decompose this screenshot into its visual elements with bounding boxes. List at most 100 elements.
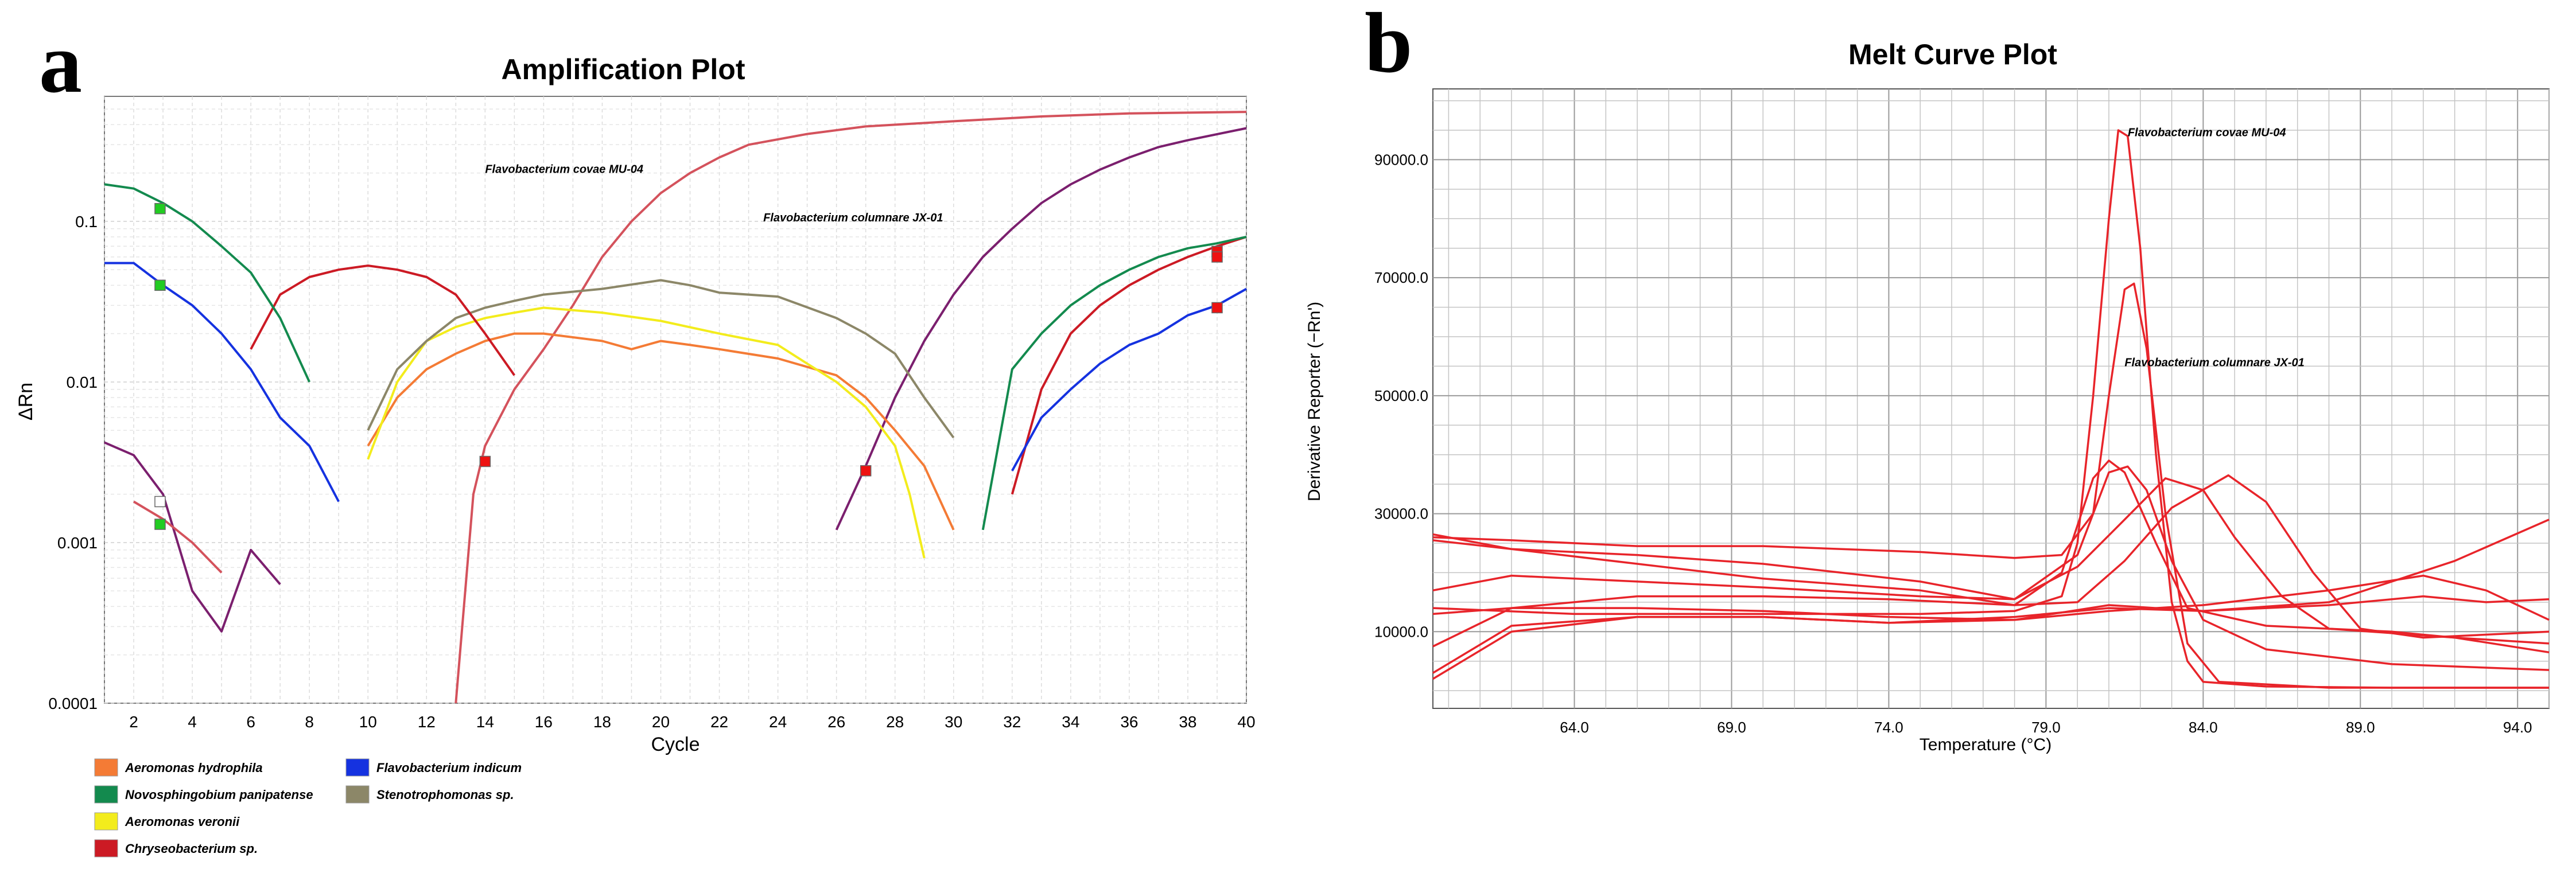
y-tick-label: 0.1 bbox=[75, 213, 98, 231]
y-tick-label: 0.001 bbox=[57, 534, 98, 552]
melt-curve-x-axis-label: Temperature (°C) bbox=[1920, 735, 2052, 754]
x-tick-label: 32 bbox=[1003, 713, 1021, 731]
melt-curve-panel: b Melt Curve Plot 64.0 69.0 74.0 79.0 84.0 89… bbox=[1305, 0, 2550, 754]
series-line-chryseobacterium-sp-late bbox=[1011, 236, 1247, 495]
amplification-plot-area bbox=[104, 96, 1247, 704]
amplification-plot-title: Amplification Plot bbox=[502, 53, 745, 85]
threshold-marker bbox=[154, 519, 166, 530]
amplification-series bbox=[104, 111, 1247, 704]
legend-label-chryseobacterium: Chryseobacterium sp. bbox=[125, 841, 258, 856]
melt-curve-plot-area bbox=[1432, 88, 2550, 709]
x-tick-label: 26 bbox=[827, 713, 845, 731]
y-tick-label: 50000.0 bbox=[1374, 387, 1428, 404]
panel-letter-b: b bbox=[1365, 0, 1412, 91]
x-tick-label: 2 bbox=[129, 713, 138, 731]
amplification-legend: Aeromonas hydrophila Novosphingobium pan… bbox=[94, 758, 522, 857]
series-line-aeromonas-veronii bbox=[367, 306, 926, 559]
threshold-marker bbox=[154, 496, 166, 508]
x-tick-label: 69.0 bbox=[1717, 719, 1746, 736]
x-tick-label: 20 bbox=[652, 713, 670, 731]
x-tick-label: 74.0 bbox=[1874, 719, 1903, 736]
melt-curve-trace-6 bbox=[1432, 474, 2550, 648]
amplification-grid bbox=[104, 96, 1247, 704]
y-tick-label: 0.0001 bbox=[48, 695, 98, 712]
legend-swatch-chryseobacterium bbox=[94, 839, 118, 857]
series-line-novosphingobium-panipatense-early bbox=[104, 183, 311, 383]
y-tick-label: 0.01 bbox=[67, 373, 98, 391]
y-tick-label: 90000.0 bbox=[1374, 151, 1428, 168]
legend-label-flavobacterium-indicum: Flavobacterium indicum bbox=[376, 761, 522, 775]
melt-curve-flavobacterium-covae-mu-04 bbox=[1432, 129, 2549, 689]
amplification-y-ticks: 0.0001 0.001 0.01 0.1 bbox=[48, 213, 98, 712]
series-line-novosphingobium-panipatense-late bbox=[981, 236, 1247, 531]
series-line-low-signal-trace-red bbox=[133, 500, 223, 574]
x-tick-label: 89.0 bbox=[2346, 719, 2375, 736]
x-tick-label: 4 bbox=[188, 713, 197, 731]
x-tick-label: 94.0 bbox=[2503, 719, 2532, 736]
melt-curve-x-ticks: 64.0 69.0 74.0 79.0 84.0 89.0 94.0 bbox=[1560, 719, 2532, 736]
melt-curve-trace-4 bbox=[1432, 465, 2550, 671]
threshold-marker bbox=[1211, 302, 1223, 314]
amplification-panel: a Amplification Plot 2 4 6 8 10 12 14 16 18 20 22 2… bbox=[15, 15, 1256, 857]
x-tick-label: 30 bbox=[945, 713, 962, 731]
melt-curve-trace-5 bbox=[1432, 477, 2550, 654]
x-tick-label: 38 bbox=[1179, 713, 1196, 731]
legend-swatch-aeromonas-veronii bbox=[94, 812, 118, 831]
melt-curve-y-ticks: 10000.0 30000.0 50000.0 70000.0 90000.0 bbox=[1374, 151, 1428, 640]
threshold-marker bbox=[1211, 251, 1223, 263]
threshold-marker bbox=[154, 202, 166, 215]
melt-curve-trace-9 bbox=[1432, 519, 2550, 680]
series-line-low-signal-trace-purple bbox=[104, 441, 281, 633]
amplification-x-ticks: 2 4 6 8 10 12 14 16 18 20 22 24 26 28 30 32 34 36 38 40 bbox=[129, 713, 1255, 731]
amplification-y-axis-label: ΔRn bbox=[15, 383, 37, 420]
x-tick-label: 10 bbox=[359, 713, 377, 731]
x-tick-label: 36 bbox=[1120, 713, 1138, 731]
threshold-marker bbox=[154, 279, 166, 291]
x-tick-label: 64.0 bbox=[1560, 719, 1589, 736]
x-tick-label: 24 bbox=[769, 713, 787, 731]
x-tick-label: 28 bbox=[886, 713, 904, 731]
x-tick-label: 84.0 bbox=[2189, 719, 2218, 736]
annotation-columnare-melt: Flavobacterium columnare JX-01 bbox=[2124, 356, 2304, 369]
legend-label-aeromonas-hydrophila: Aeromonas hydrophila bbox=[125, 761, 263, 775]
panel-letter-a: a bbox=[39, 15, 82, 111]
series-line-chryseobacterium-sp-early bbox=[250, 264, 516, 376]
legend-label-stenotrophomonas: Stenotrophomonas sp. bbox=[376, 788, 514, 802]
annotation-covae-melt: Flavobacterium covae MU-04 bbox=[2128, 126, 2286, 139]
x-tick-label: 12 bbox=[418, 713, 436, 731]
x-tick-label: 16 bbox=[535, 713, 553, 731]
melt-curve-y-axis-label: Derivative Reporter (−Rn') bbox=[1305, 302, 1324, 501]
threshold-marker bbox=[479, 455, 491, 467]
legend-swatch-novosphingobium-panipatense bbox=[94, 785, 118, 804]
x-tick-label: 18 bbox=[593, 713, 611, 731]
annotation-covae-amplification: Flavobacterium covae MU-04 bbox=[485, 163, 643, 176]
amplification-x-axis-label: Cycle bbox=[651, 734, 700, 755]
legend-swatch-aeromonas-hydrophila bbox=[94, 758, 118, 777]
legend-label-aeromonas-veronii: Aeromonas veronii bbox=[125, 814, 240, 829]
x-tick-label: 40 bbox=[1237, 713, 1255, 731]
series-line-stenotrophomonas-sp bbox=[367, 279, 955, 439]
y-tick-label: 10000.0 bbox=[1374, 623, 1428, 640]
legend-label-novosphingobium-panipatense: Novosphingobium panipatense bbox=[125, 788, 313, 802]
x-tick-label: 79.0 bbox=[2031, 719, 2061, 736]
legend-swatch-flavobacterium-indicum bbox=[345, 758, 370, 777]
y-tick-label: 30000.0 bbox=[1374, 505, 1428, 523]
series-line-aeromonas-hydrophila bbox=[367, 332, 955, 531]
series-line-flavobacterium-indicum-late bbox=[1011, 287, 1247, 471]
x-tick-label: 6 bbox=[246, 713, 255, 731]
y-tick-label: 70000.0 bbox=[1374, 269, 1428, 286]
legend-swatch-stenotrophomonas bbox=[345, 785, 370, 804]
x-tick-label: 8 bbox=[305, 713, 314, 731]
x-tick-label: 34 bbox=[1062, 713, 1079, 731]
melt-curve-series bbox=[1432, 129, 2550, 689]
series-line-flavobacterium-columnare-jx-01 bbox=[835, 127, 1247, 531]
threshold-marker bbox=[860, 465, 872, 477]
x-tick-label: 22 bbox=[710, 713, 728, 731]
melt-curve-trace-8 bbox=[1432, 574, 2550, 621]
melt-curve-flavobacterium-columnare-jx-01 bbox=[1432, 282, 2549, 689]
amplification-threshold-markers bbox=[154, 202, 1223, 530]
annotation-columnare-amplification: Flavobacterium columnare JX-01 bbox=[763, 212, 943, 224]
series-line-flavobacterium-covae-mu-04 bbox=[454, 111, 1247, 704]
melt-curve-plot-title: Melt Curve Plot bbox=[1848, 38, 2057, 71]
